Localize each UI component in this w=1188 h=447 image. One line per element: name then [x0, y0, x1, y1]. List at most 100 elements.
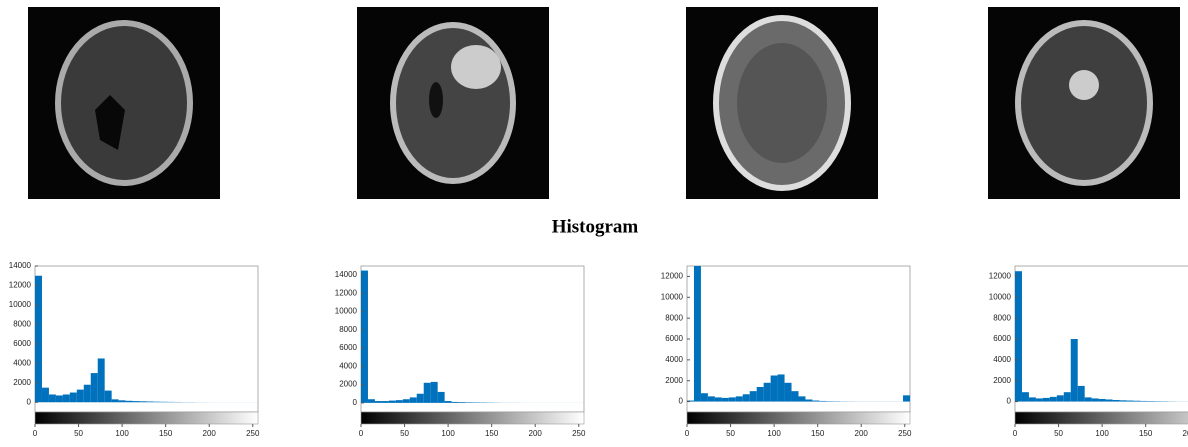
- bar: [785, 383, 792, 402]
- y-tick-label: 6000: [993, 334, 1011, 343]
- bar: [757, 387, 764, 402]
- bar: [903, 395, 910, 401]
- x-tick-label: 0: [685, 429, 690, 438]
- bar: [708, 396, 715, 401]
- bar: [1022, 392, 1029, 401]
- x-tick-label: 50: [74, 429, 83, 438]
- x-tick-label: 200: [1183, 429, 1188, 438]
- x-tick-label: 50: [400, 429, 409, 438]
- bar: [1078, 386, 1085, 402]
- bar: [1140, 401, 1147, 402]
- bar: [819, 401, 826, 402]
- bar: [771, 376, 778, 402]
- bar: [799, 396, 806, 401]
- x-tick-label: 250: [246, 429, 260, 438]
- bar: [812, 401, 819, 402]
- bar: [445, 401, 452, 403]
- bar: [49, 394, 56, 402]
- bar: [764, 383, 771, 402]
- x-tick-label: 200: [203, 429, 217, 438]
- x-tick-label: 50: [1054, 429, 1063, 438]
- mri-image: [686, 7, 878, 199]
- y-tick-label: 4000: [13, 358, 31, 367]
- bar: [431, 382, 438, 403]
- bar: [743, 394, 750, 401]
- bar: [375, 401, 382, 403]
- bar: [778, 374, 785, 401]
- bar: [1113, 400, 1120, 402]
- y-tick-label: 0: [353, 398, 358, 407]
- bar: [466, 402, 473, 403]
- bar: [1057, 395, 1064, 401]
- bar: [147, 401, 154, 402]
- bar: [410, 397, 417, 402]
- bar: [701, 393, 708, 401]
- y-tick-label: 10000: [989, 292, 1012, 301]
- bar: [1085, 397, 1092, 401]
- bar: [153, 402, 160, 403]
- colorbar: [1015, 412, 1188, 424]
- x-tick-label: 100: [115, 429, 129, 438]
- bar: [459, 402, 466, 403]
- bar: [438, 392, 445, 403]
- x-tick-label: 150: [1139, 429, 1153, 438]
- bar: [1147, 401, 1154, 402]
- y-tick-label: 12000: [989, 272, 1012, 281]
- y-tick-label: 6000: [13, 339, 31, 348]
- y-tick-label: 12000: [9, 281, 32, 290]
- colorbar: [35, 412, 258, 424]
- x-tick-label: 250: [572, 429, 586, 438]
- y-tick-label: 8000: [993, 313, 1011, 322]
- y-tick-label: 2000: [665, 376, 683, 385]
- bar: [729, 397, 736, 401]
- y-tick-label: 8000: [665, 313, 683, 322]
- y-tick-label: 12000: [661, 272, 684, 281]
- y-tick-label: 10000: [9, 300, 32, 309]
- bar: [1064, 392, 1071, 401]
- bar: [424, 383, 431, 403]
- bar: [1043, 398, 1050, 402]
- bar: [77, 390, 84, 403]
- bar: [361, 271, 368, 403]
- plot-area: [687, 266, 910, 412]
- x-tick-label: 250: [898, 429, 912, 438]
- y-tick-label: 14000: [335, 270, 358, 279]
- bar: [133, 401, 140, 402]
- x-tick-label: 100: [441, 429, 455, 438]
- bar: [368, 399, 375, 403]
- bar: [1120, 400, 1127, 401]
- bar: [792, 391, 799, 401]
- bar: [119, 400, 126, 402]
- bar: [1092, 398, 1099, 401]
- bar: [1036, 398, 1043, 401]
- plot-area: [361, 266, 584, 412]
- bar: [1099, 399, 1106, 402]
- x-tick-label: 100: [767, 429, 781, 438]
- y-tick-label: 12000: [335, 288, 358, 297]
- bar: [1133, 401, 1140, 402]
- bar: [63, 394, 70, 402]
- bar: [98, 358, 105, 402]
- bar: [396, 400, 403, 403]
- bar: [1029, 397, 1036, 401]
- y-tick-label: 0: [27, 397, 32, 406]
- y-tick-label: 4000: [339, 361, 357, 370]
- y-tick-label: 10000: [661, 292, 684, 301]
- y-tick-label: 8000: [339, 325, 357, 334]
- x-tick-label: 0: [359, 429, 364, 438]
- x-tick-label: 150: [811, 429, 825, 438]
- bar: [91, 373, 98, 402]
- y-tick-label: 4000: [993, 355, 1011, 364]
- y-tick-label: 2000: [993, 376, 1011, 385]
- bar: [140, 401, 147, 402]
- bar: [126, 401, 133, 402]
- x-tick-label: 150: [159, 429, 173, 438]
- mri-image: [988, 7, 1180, 199]
- bar: [715, 397, 722, 401]
- bar: [389, 401, 396, 403]
- bar: [417, 394, 424, 403]
- bar: [452, 402, 459, 403]
- bar: [736, 396, 743, 401]
- y-tick-label: 2000: [339, 380, 357, 389]
- bar: [805, 399, 812, 401]
